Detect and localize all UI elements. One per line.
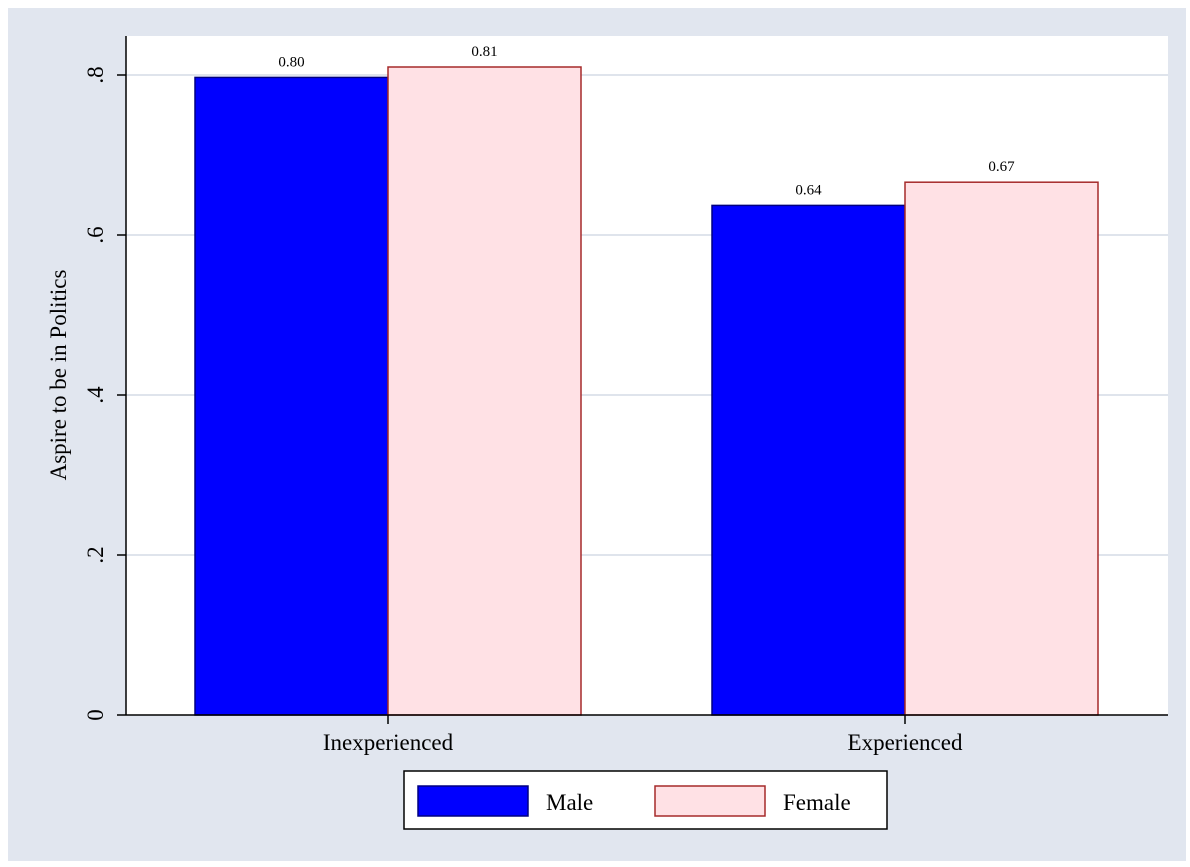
chart-figure: 0.80 0.64 0.81 0.67 0 .2 .4 .6 .8 Inexperienced Ex… [8,8,1186,861]
legend-swatch-male [417,785,529,817]
y-axis-title: Aspire to be in Politics [46,270,71,481]
bar-female-inexperienced [387,66,582,716]
y-tick-label-1: .2 [83,546,108,563]
bar-male-inexperienced [194,76,389,716]
legend-label-male: Male [546,790,593,815]
bar-male-experienced [711,204,906,716]
bar-female-experienced [904,181,1099,716]
labels: 0.80 0.64 0.81 0.67 0 .2 .4 .6 .8 Inexperienced Ex… [46,44,1015,755]
y-tick-label-0: 0 [83,709,108,721]
x-tick-label-experienced: Experienced [848,730,963,755]
axes [117,36,1168,724]
data-label-female-inexperienced: 0.81 [471,44,497,60]
legend-label-female: Female [783,790,851,815]
y-tick-label-2: .4 [83,386,108,404]
legend-swatch-female [654,785,766,817]
x-tick-label-inexperienced: Inexperienced [323,730,454,755]
legend: Male Female [403,770,888,830]
y-tick-label-3: .6 [83,226,108,243]
data-label-male-inexperienced: 0.80 [278,54,304,70]
bar-chart: 0.80 0.64 0.81 0.67 0 .2 .4 .6 .8 Inexperienced Ex… [8,8,1186,861]
data-label-male-experienced: 0.64 [795,182,822,198]
data-label-female-experienced: 0.67 [988,159,1015,175]
y-tick-label-4: .8 [83,66,108,83]
